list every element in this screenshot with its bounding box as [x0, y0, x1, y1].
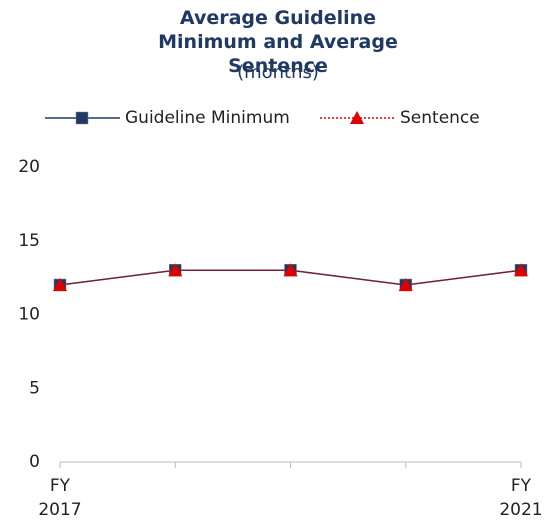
marker [168, 263, 183, 277]
marker [53, 278, 67, 291]
y-tick-label: 15 [18, 231, 40, 251]
x-tick-label: FY 2017 [38, 476, 82, 520]
marker [350, 111, 364, 124]
marker [514, 263, 528, 277]
series-line [59, 269, 522, 286]
y-tick-label: 10 [18, 305, 40, 325]
legend-label: Sentence [400, 108, 480, 128]
y-tick-label: 0 [29, 452, 40, 472]
y-tick-label: 20 [18, 157, 40, 177]
x-tick-label: FY 2021 [499, 476, 543, 520]
marker [398, 278, 413, 291]
chart-title: Average Guideline Minimum and Average Se… [158, 7, 398, 77]
marker [283, 263, 298, 277]
y-tick-label: 5 [29, 378, 40, 398]
marker [75, 111, 89, 125]
chart-subtitle: (months) [237, 62, 319, 83]
legend-label: Guideline Minimum [125, 108, 290, 128]
